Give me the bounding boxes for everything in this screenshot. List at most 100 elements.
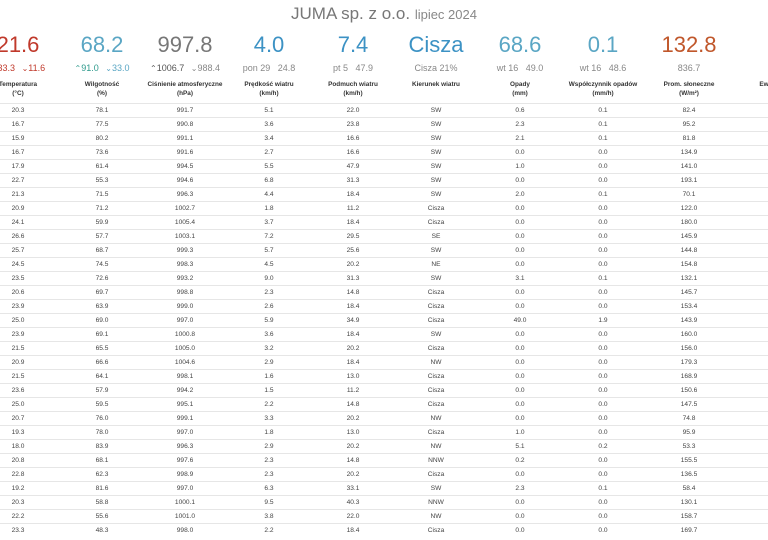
cell-wind-direction: Cisza bbox=[427, 387, 445, 394]
cell-wind-gust: 20.2 bbox=[346, 443, 360, 450]
cell-pressure: 999.0 bbox=[176, 303, 194, 310]
cell-temperature: 20.3 bbox=[11, 499, 25, 506]
arrow-up-icon: ⌃ bbox=[150, 64, 157, 73]
cell-wind-gust: 25.6 bbox=[346, 247, 360, 254]
cell-wind-gust: 14.8 bbox=[346, 289, 360, 296]
cell-pressure: 994.5 bbox=[176, 163, 194, 170]
cell-temperature: 21.5 bbox=[11, 373, 25, 380]
cell-rain-rate: 0.0 bbox=[598, 261, 608, 268]
cell-temperature: 15.9 bbox=[11, 135, 25, 142]
cell-temperature: 20.9 bbox=[11, 359, 25, 366]
pressure-range: ⌃1006.7 ⌄988.4 bbox=[125, 63, 245, 73]
cell-rain: 0.0 bbox=[515, 359, 525, 366]
cell-wind-speed: 3.7 bbox=[264, 219, 274, 226]
cell-wind-direction: NW bbox=[430, 415, 442, 422]
cell-solar: 168.9 bbox=[680, 373, 698, 380]
wind-direction-dominant: Cisza bbox=[408, 32, 464, 57]
table-row: 25.0 69.0 997.0 5.9 34.9 Cisza 49.0 1.9 143.9 - bbox=[0, 313, 768, 327]
cell-pressure: 998.9 bbox=[176, 471, 194, 478]
table-row: 26.6 57.7 1003.1 7.2 29.5 SE 0.0 0.0 145.9 - bbox=[0, 229, 768, 243]
cell-humidity: 81.6 bbox=[95, 485, 109, 492]
cell-evapotranspiration: - bbox=[712, 230, 768, 243]
cell-wind-direction: Cisza bbox=[427, 373, 445, 380]
table-row: 23.6 57.9 994.2 1.5 11.2 Cisza 0.0 0.0 150.6 - bbox=[0, 383, 768, 397]
cell-wind-speed: 5.9 bbox=[264, 317, 274, 324]
cell-evapotranspiration: - bbox=[712, 160, 768, 173]
table-row: 23.3 48.3 998.0 2.2 18.4 Cisza 0.0 0.0 169.7 - bbox=[0, 523, 768, 537]
cell-temperature: 24.5 bbox=[11, 261, 25, 268]
cell-rain-rate: 0.2 bbox=[598, 443, 608, 450]
table-row: 20.3 58.8 1000.1 9.5 40.3 NNW 0.0 0.0 130.1 - bbox=[0, 495, 768, 509]
table-row: 21.5 64.1 998.1 1.6 13.0 Cisza 0.0 0.0 168.9 - bbox=[0, 369, 768, 383]
cell-humidity: 59.9 bbox=[95, 219, 109, 226]
cell-rain-rate: 0.0 bbox=[598, 359, 608, 366]
cell-rain: 0.0 bbox=[515, 261, 525, 268]
cell-solar: 53.3 bbox=[682, 443, 696, 450]
cell-evapotranspiration: - bbox=[712, 314, 768, 327]
cell-wind-direction: SW bbox=[430, 121, 442, 128]
cell-wind-gust: 14.8 bbox=[346, 457, 360, 464]
cell-temperature: 19.3 bbox=[11, 429, 25, 436]
cell-rain: 5.1 bbox=[515, 443, 525, 450]
cell-solar: 180.0 bbox=[680, 219, 698, 226]
temperature-max: ⌃33.3 bbox=[0, 63, 16, 73]
cell-temperature: 20.3 bbox=[11, 107, 25, 114]
cell-wind-speed: 1.5 bbox=[264, 387, 274, 394]
humidity-min: ⌄33.0 bbox=[105, 63, 130, 73]
pressure-max: ⌃1006.7 bbox=[150, 63, 185, 73]
table-row: 19.2 81.6 997.0 6.3 33.1 SW 2.3 0.1 58.4 - bbox=[0, 481, 768, 495]
cell-rain: 3.1 bbox=[515, 275, 525, 282]
cell-temperature: 18.0 bbox=[11, 443, 25, 450]
cell-rain: 1.0 bbox=[515, 163, 525, 170]
cell-temperature: 16.7 bbox=[11, 149, 25, 156]
cell-temperature: 25.7 bbox=[11, 247, 25, 254]
cell-temperature: 22.2 bbox=[11, 513, 25, 520]
summary-pressure: 997.8 ⌃1006.7 ⌄988.4 bbox=[125, 32, 245, 73]
cell-temperature: 21.5 bbox=[11, 345, 25, 352]
cell-solar: 58.4 bbox=[682, 485, 696, 492]
cell-wind-direction: NW bbox=[430, 359, 442, 366]
cell-rain: 0.0 bbox=[515, 513, 525, 520]
table-row: 17.9 61.4 994.5 5.5 47.9 SW 1.0 0.0 141.0 - bbox=[0, 159, 768, 173]
cell-rain-rate: 0.0 bbox=[598, 219, 608, 226]
cell-pressure: 998.8 bbox=[176, 289, 194, 296]
cell-humidity: 80.2 bbox=[95, 135, 109, 142]
cell-rain: 0.2 bbox=[515, 457, 525, 464]
cell-wind-direction: SW bbox=[430, 135, 442, 142]
cell-solar: 145.7 bbox=[680, 289, 698, 296]
cell-temperature: 20.6 bbox=[11, 289, 25, 296]
cell-wind-direction: Cisza bbox=[427, 527, 445, 534]
cell-wind-gust: 18.4 bbox=[346, 527, 360, 534]
cell-wind-direction: NNW bbox=[428, 499, 444, 506]
cell-rain-rate: 0.0 bbox=[598, 499, 608, 506]
arrow-down-icon: ⌄ bbox=[21, 64, 29, 73]
cell-wind-direction: Cisza bbox=[427, 205, 445, 212]
cell-evapotranspiration: - bbox=[712, 398, 768, 411]
cell-pressure: 1002.7 bbox=[174, 205, 196, 212]
pressure-avg: 997.8 bbox=[157, 32, 213, 57]
table-row: 23.9 69.1 1000.8 3.6 18.4 SW 0.0 0.0 160.0 - bbox=[0, 327, 768, 341]
cell-temperature: 19.2 bbox=[11, 485, 25, 492]
cell-wind-direction: SW bbox=[430, 149, 442, 156]
rain-total: 68.6 bbox=[498, 32, 542, 57]
cell-evapotranspiration: - bbox=[712, 202, 768, 215]
column-header-rain: Opady (mm) bbox=[510, 81, 530, 97]
cell-wind-gust: 18.4 bbox=[346, 191, 360, 198]
cell-wind-speed: 6.8 bbox=[264, 177, 274, 184]
wind-speed-avg: 4.0 bbox=[253, 32, 285, 57]
table-row: 19.3 78.0 997.0 1.8 13.0 Cisza 1.0 0.0 95.9 - bbox=[0, 425, 768, 439]
cell-solar: 81.8 bbox=[682, 135, 696, 142]
cell-solar: 82.4 bbox=[682, 107, 696, 114]
cell-rain: 0.0 bbox=[515, 233, 525, 240]
cell-pressure: 990.8 bbox=[176, 121, 194, 128]
cell-rain-rate: 0.0 bbox=[598, 429, 608, 436]
cell-humidity: 66.6 bbox=[95, 359, 109, 366]
cell-wind-direction: SW bbox=[430, 107, 442, 114]
cell-humidity: 65.5 bbox=[95, 345, 109, 352]
cell-wind-speed: 1.8 bbox=[264, 429, 274, 436]
cell-humidity: 69.1 bbox=[95, 331, 109, 338]
cell-pressure: 1004.6 bbox=[174, 359, 196, 366]
cell-rain: 2.3 bbox=[515, 121, 525, 128]
column-header-solar: Prom. słoneczne (W/m²) bbox=[663, 81, 715, 97]
cell-rain-rate: 0.1 bbox=[598, 135, 608, 142]
